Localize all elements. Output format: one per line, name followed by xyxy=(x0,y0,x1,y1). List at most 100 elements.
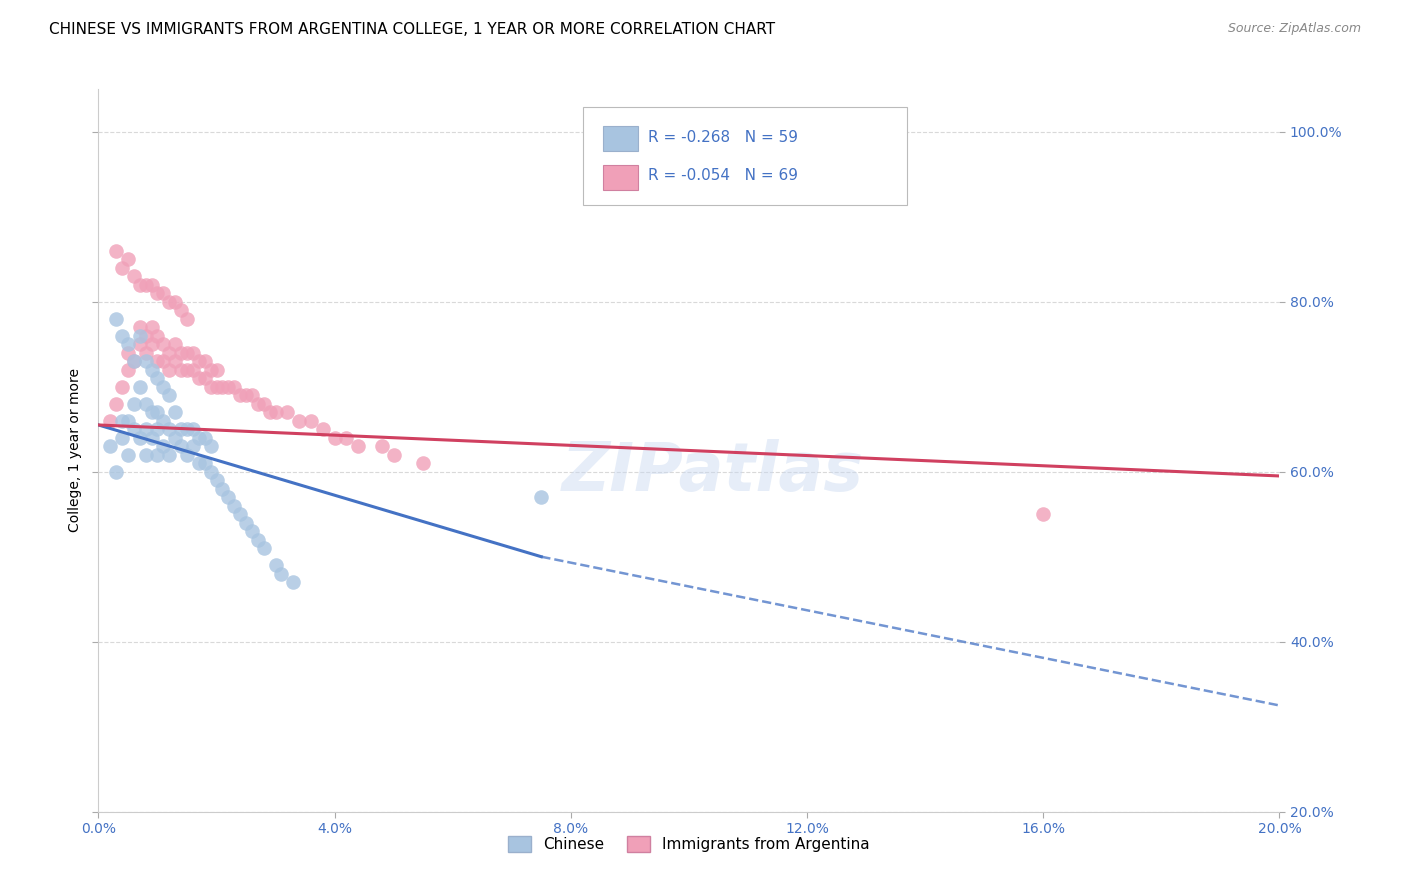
Point xyxy=(170,422,193,436)
Y-axis label: College, 1 year or more: College, 1 year or more xyxy=(67,368,82,533)
Point xyxy=(187,456,209,470)
Point xyxy=(217,380,239,394)
Point xyxy=(128,277,150,292)
Point xyxy=(253,397,276,411)
Point xyxy=(205,473,228,487)
Point xyxy=(224,499,246,513)
Point xyxy=(128,431,150,445)
Point xyxy=(117,414,139,428)
Point xyxy=(187,371,209,385)
Point xyxy=(117,337,139,351)
Text: CHINESE VS IMMIGRANTS FROM ARGENTINA COLLEGE, 1 YEAR OR MORE CORRELATION CHART: CHINESE VS IMMIGRANTS FROM ARGENTINA COL… xyxy=(49,22,775,37)
Point xyxy=(135,328,157,343)
Point xyxy=(122,422,145,436)
Point xyxy=(152,439,174,453)
Point xyxy=(412,456,434,470)
Point xyxy=(224,380,246,394)
Point xyxy=(205,362,228,376)
Point xyxy=(347,439,370,453)
Point xyxy=(176,448,198,462)
Point xyxy=(117,345,139,359)
Point xyxy=(105,397,128,411)
Point xyxy=(111,431,134,445)
Point xyxy=(217,490,239,504)
Point xyxy=(146,371,169,385)
Point xyxy=(229,388,252,402)
Point xyxy=(371,439,394,453)
Point xyxy=(194,371,217,385)
Point xyxy=(141,405,163,419)
Point xyxy=(98,439,121,453)
Point xyxy=(157,422,180,436)
Point xyxy=(200,380,222,394)
Point xyxy=(117,252,139,267)
Point xyxy=(141,277,163,292)
Point xyxy=(105,244,128,258)
Point xyxy=(152,380,174,394)
Point xyxy=(128,328,150,343)
Point xyxy=(235,516,257,530)
Point xyxy=(283,575,305,590)
Text: R = -0.268   N = 59: R = -0.268 N = 59 xyxy=(648,130,797,145)
Point xyxy=(135,354,157,368)
Text: R = -0.054   N = 69: R = -0.054 N = 69 xyxy=(648,169,797,184)
Point xyxy=(176,345,198,359)
Point xyxy=(152,337,174,351)
Point xyxy=(157,448,180,462)
Point xyxy=(205,380,228,394)
Point xyxy=(170,439,193,453)
Point xyxy=(276,405,298,419)
Point xyxy=(187,354,209,368)
FancyBboxPatch shape xyxy=(582,107,907,205)
Point xyxy=(176,422,198,436)
Point xyxy=(181,362,204,376)
Point xyxy=(211,482,233,496)
Point xyxy=(157,345,180,359)
Point xyxy=(264,405,287,419)
Point xyxy=(200,362,222,376)
Point xyxy=(253,541,276,556)
Point xyxy=(323,431,346,445)
Point xyxy=(152,414,174,428)
Point xyxy=(128,380,150,394)
Point xyxy=(128,320,150,334)
Point xyxy=(181,422,204,436)
Point xyxy=(165,294,187,309)
Point xyxy=(135,345,157,359)
Point xyxy=(117,448,139,462)
Point xyxy=(152,354,174,368)
Point xyxy=(146,405,169,419)
Point xyxy=(157,388,180,402)
Point xyxy=(194,456,217,470)
Point xyxy=(117,362,139,376)
Point xyxy=(270,566,292,581)
Point xyxy=(194,354,217,368)
Point xyxy=(288,414,311,428)
Point xyxy=(141,337,163,351)
Point xyxy=(157,362,180,376)
Point xyxy=(135,397,157,411)
Point xyxy=(141,362,163,376)
Point xyxy=(259,405,281,419)
Point xyxy=(165,405,187,419)
Point xyxy=(170,303,193,318)
FancyBboxPatch shape xyxy=(603,126,638,151)
Point xyxy=(141,320,163,334)
Point xyxy=(128,337,150,351)
Point xyxy=(246,397,269,411)
Point xyxy=(165,354,187,368)
FancyBboxPatch shape xyxy=(603,165,638,190)
Point xyxy=(146,448,169,462)
Point xyxy=(211,380,233,394)
Point xyxy=(111,328,134,343)
Point xyxy=(335,431,357,445)
Point xyxy=(152,286,174,301)
Point xyxy=(105,311,128,326)
Point xyxy=(194,431,217,445)
Point xyxy=(200,439,222,453)
Point xyxy=(176,311,198,326)
Point xyxy=(312,422,335,436)
Point xyxy=(264,558,287,573)
Point xyxy=(165,337,187,351)
Point xyxy=(135,448,157,462)
